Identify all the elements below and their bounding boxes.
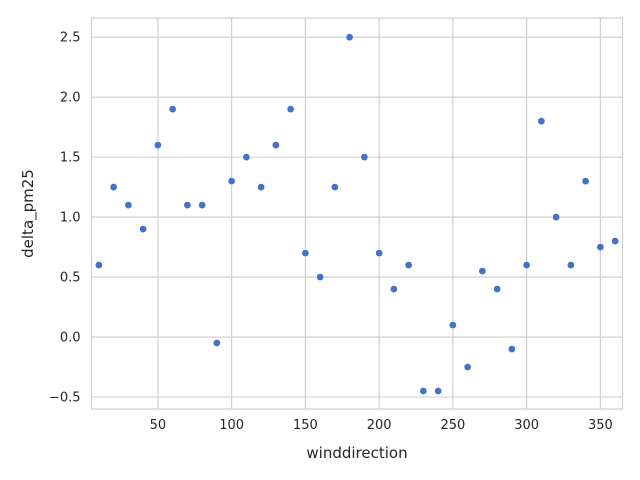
data-point: [611, 237, 619, 245]
data-point: [183, 201, 192, 209]
x-tick-labels: 50 100 150 200 250 300 350: [150, 418, 613, 433]
x-tick-label: 50: [150, 418, 167, 433]
data-point: [581, 177, 590, 185]
data-point: [316, 273, 324, 281]
y-tick-label: 0.5: [60, 271, 81, 286]
data-point: [375, 249, 383, 257]
data-point: [168, 105, 177, 114]
data-point: [95, 261, 103, 269]
data-point: [567, 261, 575, 269]
data-point: [345, 33, 354, 42]
data-point: [257, 183, 265, 191]
data-point: [360, 153, 369, 161]
x-axis-label: winddirection: [306, 444, 407, 462]
data-point: [227, 177, 236, 185]
grid: [91, 18, 623, 409]
y-tick-label: 0.0: [60, 331, 81, 346]
data-points: [95, 33, 619, 395]
y-tick-label: 2.0: [60, 91, 81, 106]
y-tick-label: 1.0: [60, 211, 81, 226]
x-tick-label: 100: [219, 418, 244, 433]
data-point: [552, 213, 560, 221]
data-point: [537, 117, 546, 125]
plot-frame: [90, 17, 624, 410]
data-point: [198, 201, 206, 209]
x-tick-label: 150: [293, 418, 318, 433]
data-point: [463, 363, 472, 371]
x-tick-label: 350: [588, 418, 613, 433]
x-tick-label: 200: [367, 418, 392, 433]
data-point: [596, 243, 605, 251]
data-point: [493, 285, 501, 293]
y-tick-labels: −0.5 0.0 0.5 1.0 1.5 2.0 2.5: [49, 31, 81, 406]
data-point: [139, 225, 147, 233]
data-point: [286, 105, 295, 114]
data-point: [301, 249, 310, 257]
data-point: [522, 261, 531, 269]
data-point: [404, 261, 413, 269]
x-tick-label: 300: [514, 418, 539, 433]
y-axis-label: delta_pm25: [19, 169, 38, 258]
data-point: [154, 141, 162, 149]
y-tick-label: 1.5: [60, 151, 81, 166]
data-point: [109, 183, 118, 191]
data-point: [508, 345, 516, 353]
y-tick-label: 2.5: [60, 31, 81, 46]
data-point: [390, 285, 398, 293]
data-point: [213, 339, 221, 347]
y-tick-label: −0.5: [49, 391, 81, 406]
data-point: [272, 141, 280, 149]
data-point: [124, 201, 133, 209]
data-point: [434, 387, 442, 395]
data-point: [331, 183, 339, 191]
data-point: [478, 267, 487, 275]
x-tick-label: 250: [440, 418, 465, 433]
data-point: [449, 321, 457, 329]
data-point: [242, 153, 251, 161]
data-point: [419, 387, 428, 395]
